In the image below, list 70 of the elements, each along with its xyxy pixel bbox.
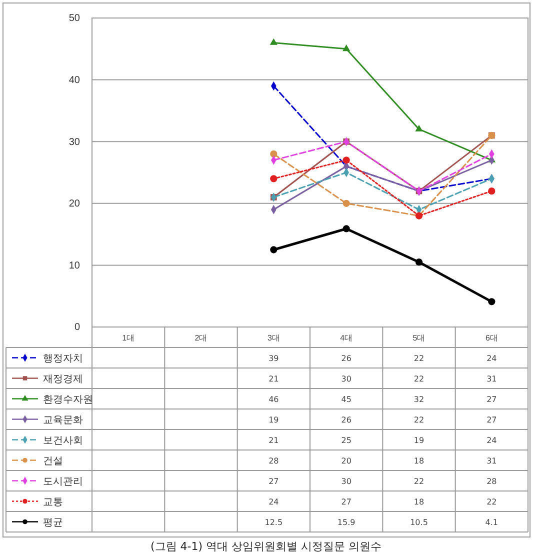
x-tick-label: 5대: [412, 334, 426, 343]
legend-label: 교육문화: [43, 414, 83, 426]
y-tick-label: 30: [68, 136, 80, 148]
data-label: 24: [486, 436, 497, 445]
data-label: 15.9: [337, 518, 356, 527]
y-tick-label: 50: [68, 13, 80, 24]
y-tick-label: 20: [68, 198, 80, 210]
point: [270, 246, 278, 254]
x-tick-label: 1대: [122, 334, 135, 343]
data-label: 31: [486, 456, 497, 466]
data-label: 18: [414, 456, 424, 466]
y-tick-label: 10: [68, 260, 80, 272]
data-label: 4.1: [485, 518, 498, 527]
y-tick-label: 40: [68, 75, 80, 86]
point: [488, 187, 496, 195]
text: (그림 4-1) 역대 상임위원회별 시정질문 의원수: [150, 540, 382, 553]
data-label: 30: [341, 476, 352, 486]
data-label: 22: [414, 374, 424, 384]
point: [342, 225, 350, 232]
data-label: 24: [268, 497, 279, 506]
point: [415, 258, 423, 266]
data-label: 30: [341, 374, 352, 384]
point: [270, 38, 278, 45]
data-label: 19: [414, 436, 424, 445]
data-label: 28: [268, 456, 279, 466]
point: [270, 175, 278, 182]
x-tick-label: 3대: [267, 334, 280, 343]
data-label: 39: [268, 354, 279, 363]
point: [488, 298, 496, 306]
data-label: 27: [341, 497, 352, 506]
data-label: 22: [414, 354, 424, 363]
legend-label: 환경수자원: [43, 394, 93, 406]
data-label: 18: [414, 497, 424, 506]
legend-label: 건설: [43, 456, 63, 467]
data-label: 20: [341, 456, 352, 466]
y-tick-label: 0: [74, 322, 80, 334]
data-label: 24: [486, 354, 497, 363]
data-label: 21: [268, 436, 279, 445]
data-label: 22: [414, 415, 424, 424]
x-tick-label: 6대: [485, 334, 498, 343]
data-label: 25: [341, 436, 352, 445]
data-label: 45: [341, 394, 352, 404]
data-label: 27: [268, 476, 279, 486]
x-tick-label: 2대: [194, 334, 208, 343]
data-label: 32: [414, 394, 424, 404]
point: [342, 156, 350, 164]
data-label: 21: [268, 374, 279, 384]
point: [342, 44, 350, 52]
legend-label: 행정자치: [43, 353, 83, 364]
data-label: 26: [341, 415, 352, 424]
x-tick-label: 4대: [340, 334, 353, 343]
data-label: 27: [486, 394, 497, 404]
data-label: 12.5: [264, 518, 283, 527]
data-label: 10.5: [410, 518, 428, 527]
data-label: 22: [486, 497, 497, 506]
data-label: 26: [341, 354, 352, 363]
legend-label: 보건사회: [43, 435, 83, 446]
data-label: 22: [414, 476, 424, 486]
legend-label: 재정경제: [43, 374, 83, 385]
point: [270, 150, 278, 158]
legend-label: 평균: [43, 517, 63, 528]
point: [415, 124, 423, 132]
legend-label: 교통: [43, 496, 63, 508]
data-label: 27: [486, 415, 497, 424]
data-label: 19: [268, 415, 279, 424]
data-label: 28: [486, 476, 497, 486]
data-label: 46: [268, 394, 279, 404]
point: [342, 200, 350, 207]
data-label: 31: [486, 374, 497, 384]
legend-label: 도시관리: [43, 476, 83, 488]
